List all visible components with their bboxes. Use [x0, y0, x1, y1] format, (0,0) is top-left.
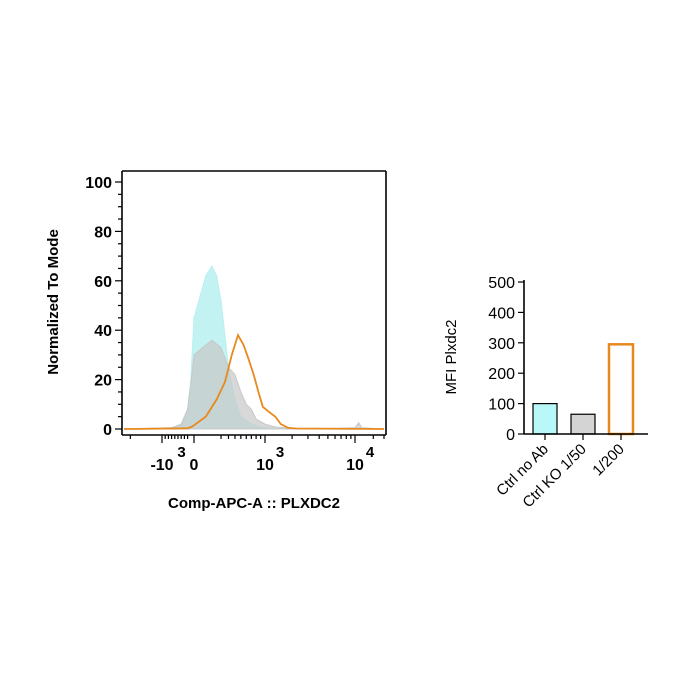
histogram-x-tick-exp: 4 [366, 444, 375, 461]
histogram-x-tick-base: 10 [346, 457, 364, 474]
bar-y-tick-label: 400 [488, 305, 515, 322]
histogram-x-tick-label: 103 [256, 444, 284, 474]
histogram-x-tick-label: 104 [346, 444, 375, 474]
bar-y-tick-label: 300 [488, 336, 515, 353]
histogram-x-tick-base: 10 [256, 457, 274, 474]
bar-y-tick-label: 500 [488, 275, 515, 292]
histogram-y-tick-label: 60 [94, 274, 112, 291]
bar-0 [532, 403, 558, 435]
histogram-y-tick-label: 20 [94, 373, 112, 390]
bar-1 [570, 413, 596, 435]
histogram-x-tick-exp: 3 [276, 444, 284, 461]
bar-category-label: 1/200 [589, 441, 628, 480]
bar-y-ticks: 0 100 200 300 400 500 [488, 275, 524, 444]
bar-2 [607, 343, 635, 436]
histogram-x-tick-exp: 3 [177, 444, 185, 461]
histogram-series-0 [123, 264, 384, 430]
histogram-x-tick-label: 0 [190, 457, 199, 474]
bar-y-tick-label: 100 [488, 397, 515, 414]
histogram-y-tick-label: 40 [94, 323, 112, 340]
histogram-y-tick-label: 0 [103, 422, 112, 439]
bar-series-group [532, 343, 635, 436]
histogram-series-2 [123, 332, 385, 430]
histogram-y-ticks: 0 20 40 60 80 100 [85, 175, 122, 439]
histogram-x-tick-base: 0 [190, 457, 199, 474]
histogram-y-tick-label: 80 [94, 224, 112, 241]
histogram-y-tick-label: 100 [85, 175, 112, 192]
histogram-y-axis-label: Normalized To Mode [45, 229, 62, 375]
histogram-x-tick-label: -103 [150, 444, 185, 474]
histogram-series-group [123, 264, 385, 430]
bar-y-axis-label: MFI Plxdc2 [443, 319, 460, 394]
histogram-x-axis-label: Comp-APC-A :: PLXDC2 [168, 495, 340, 512]
bar-y-tick-label: 0 [506, 427, 515, 444]
histogram-x-tick-base: -10 [150, 457, 173, 474]
bar-y-tick-label: 200 [488, 366, 515, 383]
histogram-series-1 [123, 339, 385, 430]
